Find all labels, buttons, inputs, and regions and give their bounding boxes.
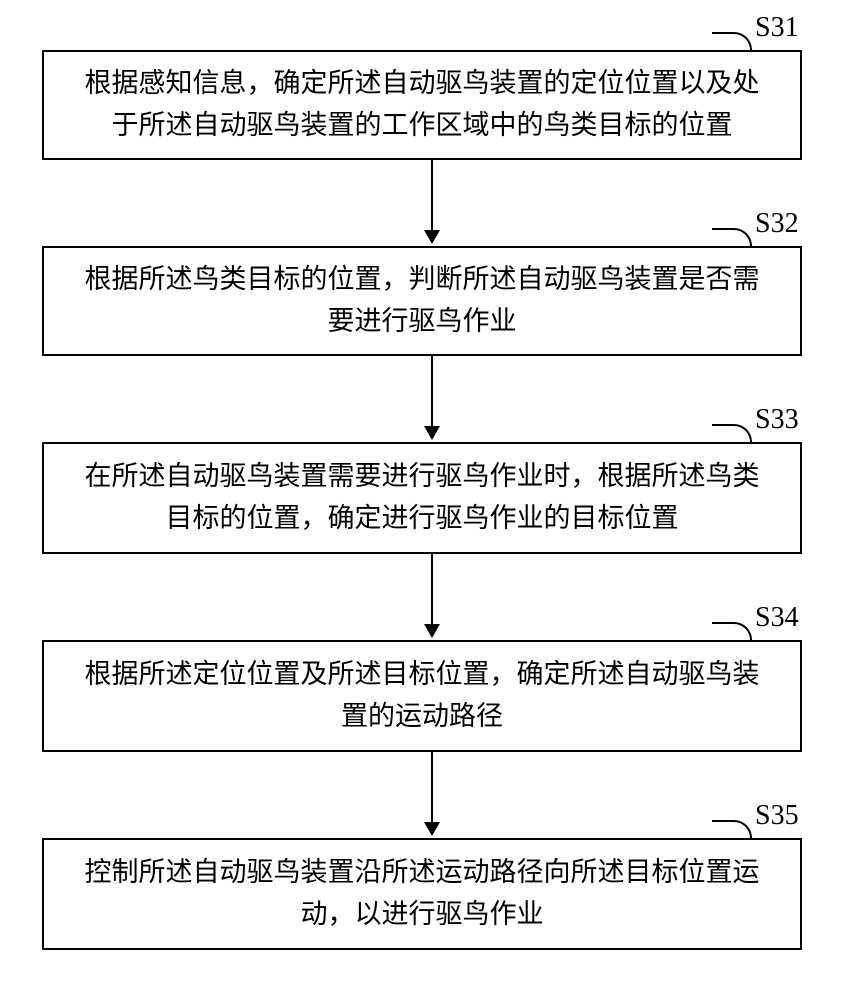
callout-s31: [712, 32, 752, 50]
text-s32: 根据所述鸟类目标的位置，判断所述自动驱鸟装置是否需 要进行驱鸟作业: [85, 259, 760, 343]
callout-s33: [712, 424, 752, 442]
label-s33: S33: [755, 404, 799, 436]
arrow-4-head: [424, 822, 440, 836]
arrow-2-head: [424, 426, 440, 440]
callout-s35: [712, 820, 752, 838]
box-s35: 控制所述自动驱鸟装置沿所述运动路径向所述目标位置运 动，以进行驱鸟作业: [42, 838, 802, 950]
flowchart-canvas: S31 根据感知信息，确定所述自动驱鸟装置的定位位置以及处 于所述自动驱鸟装置的…: [0, 0, 863, 1000]
arrow-1-line: [431, 160, 433, 232]
callout-s32: [712, 228, 752, 246]
arrow-4-line: [431, 752, 433, 824]
label-s31: S31: [755, 12, 799, 44]
label-s34: S34: [755, 602, 799, 634]
arrow-2-line: [431, 356, 433, 428]
arrow-3-head: [424, 624, 440, 638]
arrow-3-line: [431, 554, 433, 626]
label-s32: S32: [755, 208, 799, 240]
text-s31: 根据感知信息，确定所述自动驱鸟装置的定位位置以及处 于所述自动驱鸟装置的工作区域…: [85, 63, 760, 147]
callout-s34: [712, 622, 752, 640]
label-s35: S35: [755, 800, 799, 832]
box-s33: 在所述自动驱鸟装置需要进行驱鸟作业时，根据所述鸟类 目标的位置，确定进行驱鸟作业…: [42, 442, 802, 554]
box-s32: 根据所述鸟类目标的位置，判断所述自动驱鸟装置是否需 要进行驱鸟作业: [42, 246, 802, 356]
box-s31: 根据感知信息，确定所述自动驱鸟装置的定位位置以及处 于所述自动驱鸟装置的工作区域…: [42, 50, 802, 160]
text-s35: 控制所述自动驱鸟装置沿所述运动路径向所述目标位置运 动，以进行驱鸟作业: [85, 852, 760, 936]
text-s34: 根据所述定位位置及所述目标位置，确定所述自动驱鸟装 置的运动路径: [85, 654, 760, 738]
arrow-1-head: [424, 230, 440, 244]
box-s34: 根据所述定位位置及所述目标位置，确定所述自动驱鸟装 置的运动路径: [42, 640, 802, 752]
text-s33: 在所述自动驱鸟装置需要进行驱鸟作业时，根据所述鸟类 目标的位置，确定进行驱鸟作业…: [85, 456, 760, 540]
